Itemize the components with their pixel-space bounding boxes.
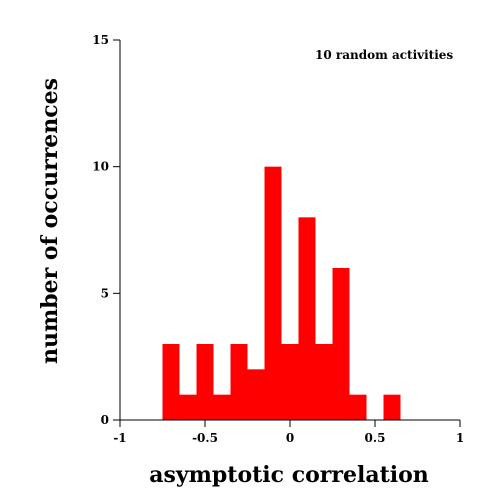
y-axis-title: number of occurrences (37, 78, 63, 364)
chart-annotation: 10 random activities (315, 48, 453, 62)
histogram-bar (281, 344, 299, 420)
x-tick-label: -1 (113, 431, 126, 445)
x-axis-title: asymptotic correlation (149, 462, 429, 488)
y-tick-label: 0 (101, 413, 109, 427)
histogram-bar (213, 394, 231, 420)
x-tick-label: 0 (286, 431, 294, 445)
histogram-bar (196, 344, 214, 420)
histogram-bar (162, 344, 180, 420)
x-tick-label: 1 (456, 431, 464, 445)
y-tick-label: 15 (92, 33, 109, 47)
histogram-bar (349, 394, 367, 420)
x-ticks-group: -1 -0.5 0 0.5 1 (113, 420, 464, 445)
y-tick-label: 5 (101, 286, 109, 300)
histogram-bar (298, 217, 316, 420)
y-tick-label: 10 (92, 160, 109, 174)
histogram-bar (264, 166, 282, 420)
histogram-bar (179, 394, 197, 420)
histogram-bar (383, 394, 401, 420)
x-tick-label: 0.5 (365, 431, 386, 445)
histogram-bar (332, 268, 350, 420)
histogram-bar (247, 369, 265, 420)
bars-group (162, 166, 401, 420)
histogram-bar (230, 344, 248, 420)
x-tick-label: -0.5 (192, 431, 218, 445)
y-ticks-group: 0 5 10 15 (92, 33, 120, 427)
histogram-bar (315, 344, 333, 420)
